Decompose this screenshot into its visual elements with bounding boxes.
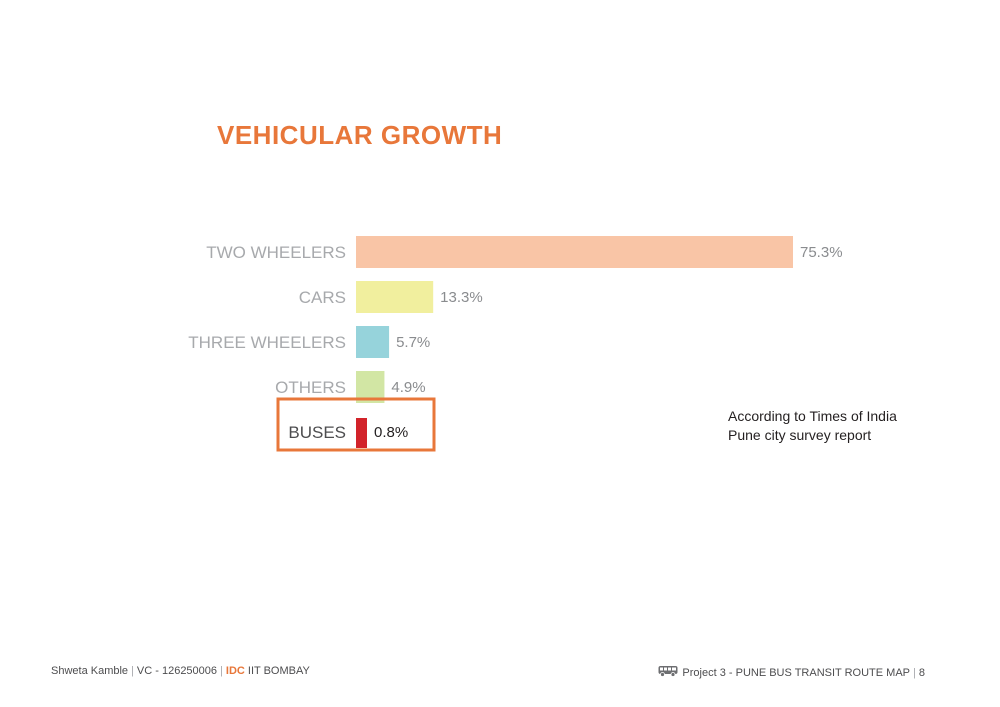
value-label-buses: 0.8%	[374, 424, 408, 441]
source-note-line-2: Pune city survey report	[728, 427, 872, 443]
footer-org-highlight: IDC	[225, 665, 245, 677]
bus-icon	[658, 665, 678, 680]
footer-right: Project 3 - PUNE BUS TRANSIT ROUTE MAP | 8	[658, 665, 925, 680]
value-label-three-wheelers: 5.7%	[396, 334, 430, 351]
footer-author: Shweta Kamble	[51, 665, 129, 677]
bar-cars	[356, 281, 434, 313]
footer-left: Shweta Kamble | VC - 126250006 | IDC IIT BOM…	[51, 665, 310, 677]
category-label-cars: CARS	[299, 288, 346, 307]
value-label-others: 4.9%	[391, 379, 425, 396]
footer-page-number: 8	[918, 666, 925, 679]
category-label-others: OTHERS	[275, 378, 346, 397]
category-label-three-wheelers: THREE WHEELERS	[188, 333, 346, 352]
source-note: According to Times of India Pune city su…	[728, 407, 897, 445]
highlight-frame	[276, 397, 436, 452]
bar-two-wheelers	[356, 236, 793, 268]
footer-project: Project 3 - PUNE BUS TRANSIT ROUTE MAP	[682, 666, 911, 679]
bar-three-wheelers	[356, 326, 390, 358]
chart-title: VEHICULAR GROWTH	[217, 120, 503, 150]
footer-separator: |	[913, 666, 916, 679]
category-label-buses: BUSES	[288, 423, 346, 442]
bar-buses	[356, 418, 367, 448]
footer-separator: |	[220, 665, 223, 677]
footer-id: VC - 126250006	[136, 665, 218, 677]
category-label-two-wheelers: TWO WHEELERS	[206, 243, 346, 262]
value-label-cars: 13.3%	[440, 289, 483, 306]
footer-org: IIT BOMBAY	[247, 665, 310, 677]
source-note-line-1: According to Times of India	[728, 408, 897, 424]
value-label-two-wheelers: 75.3%	[800, 244, 843, 261]
footer-separator: |	[131, 665, 134, 677]
